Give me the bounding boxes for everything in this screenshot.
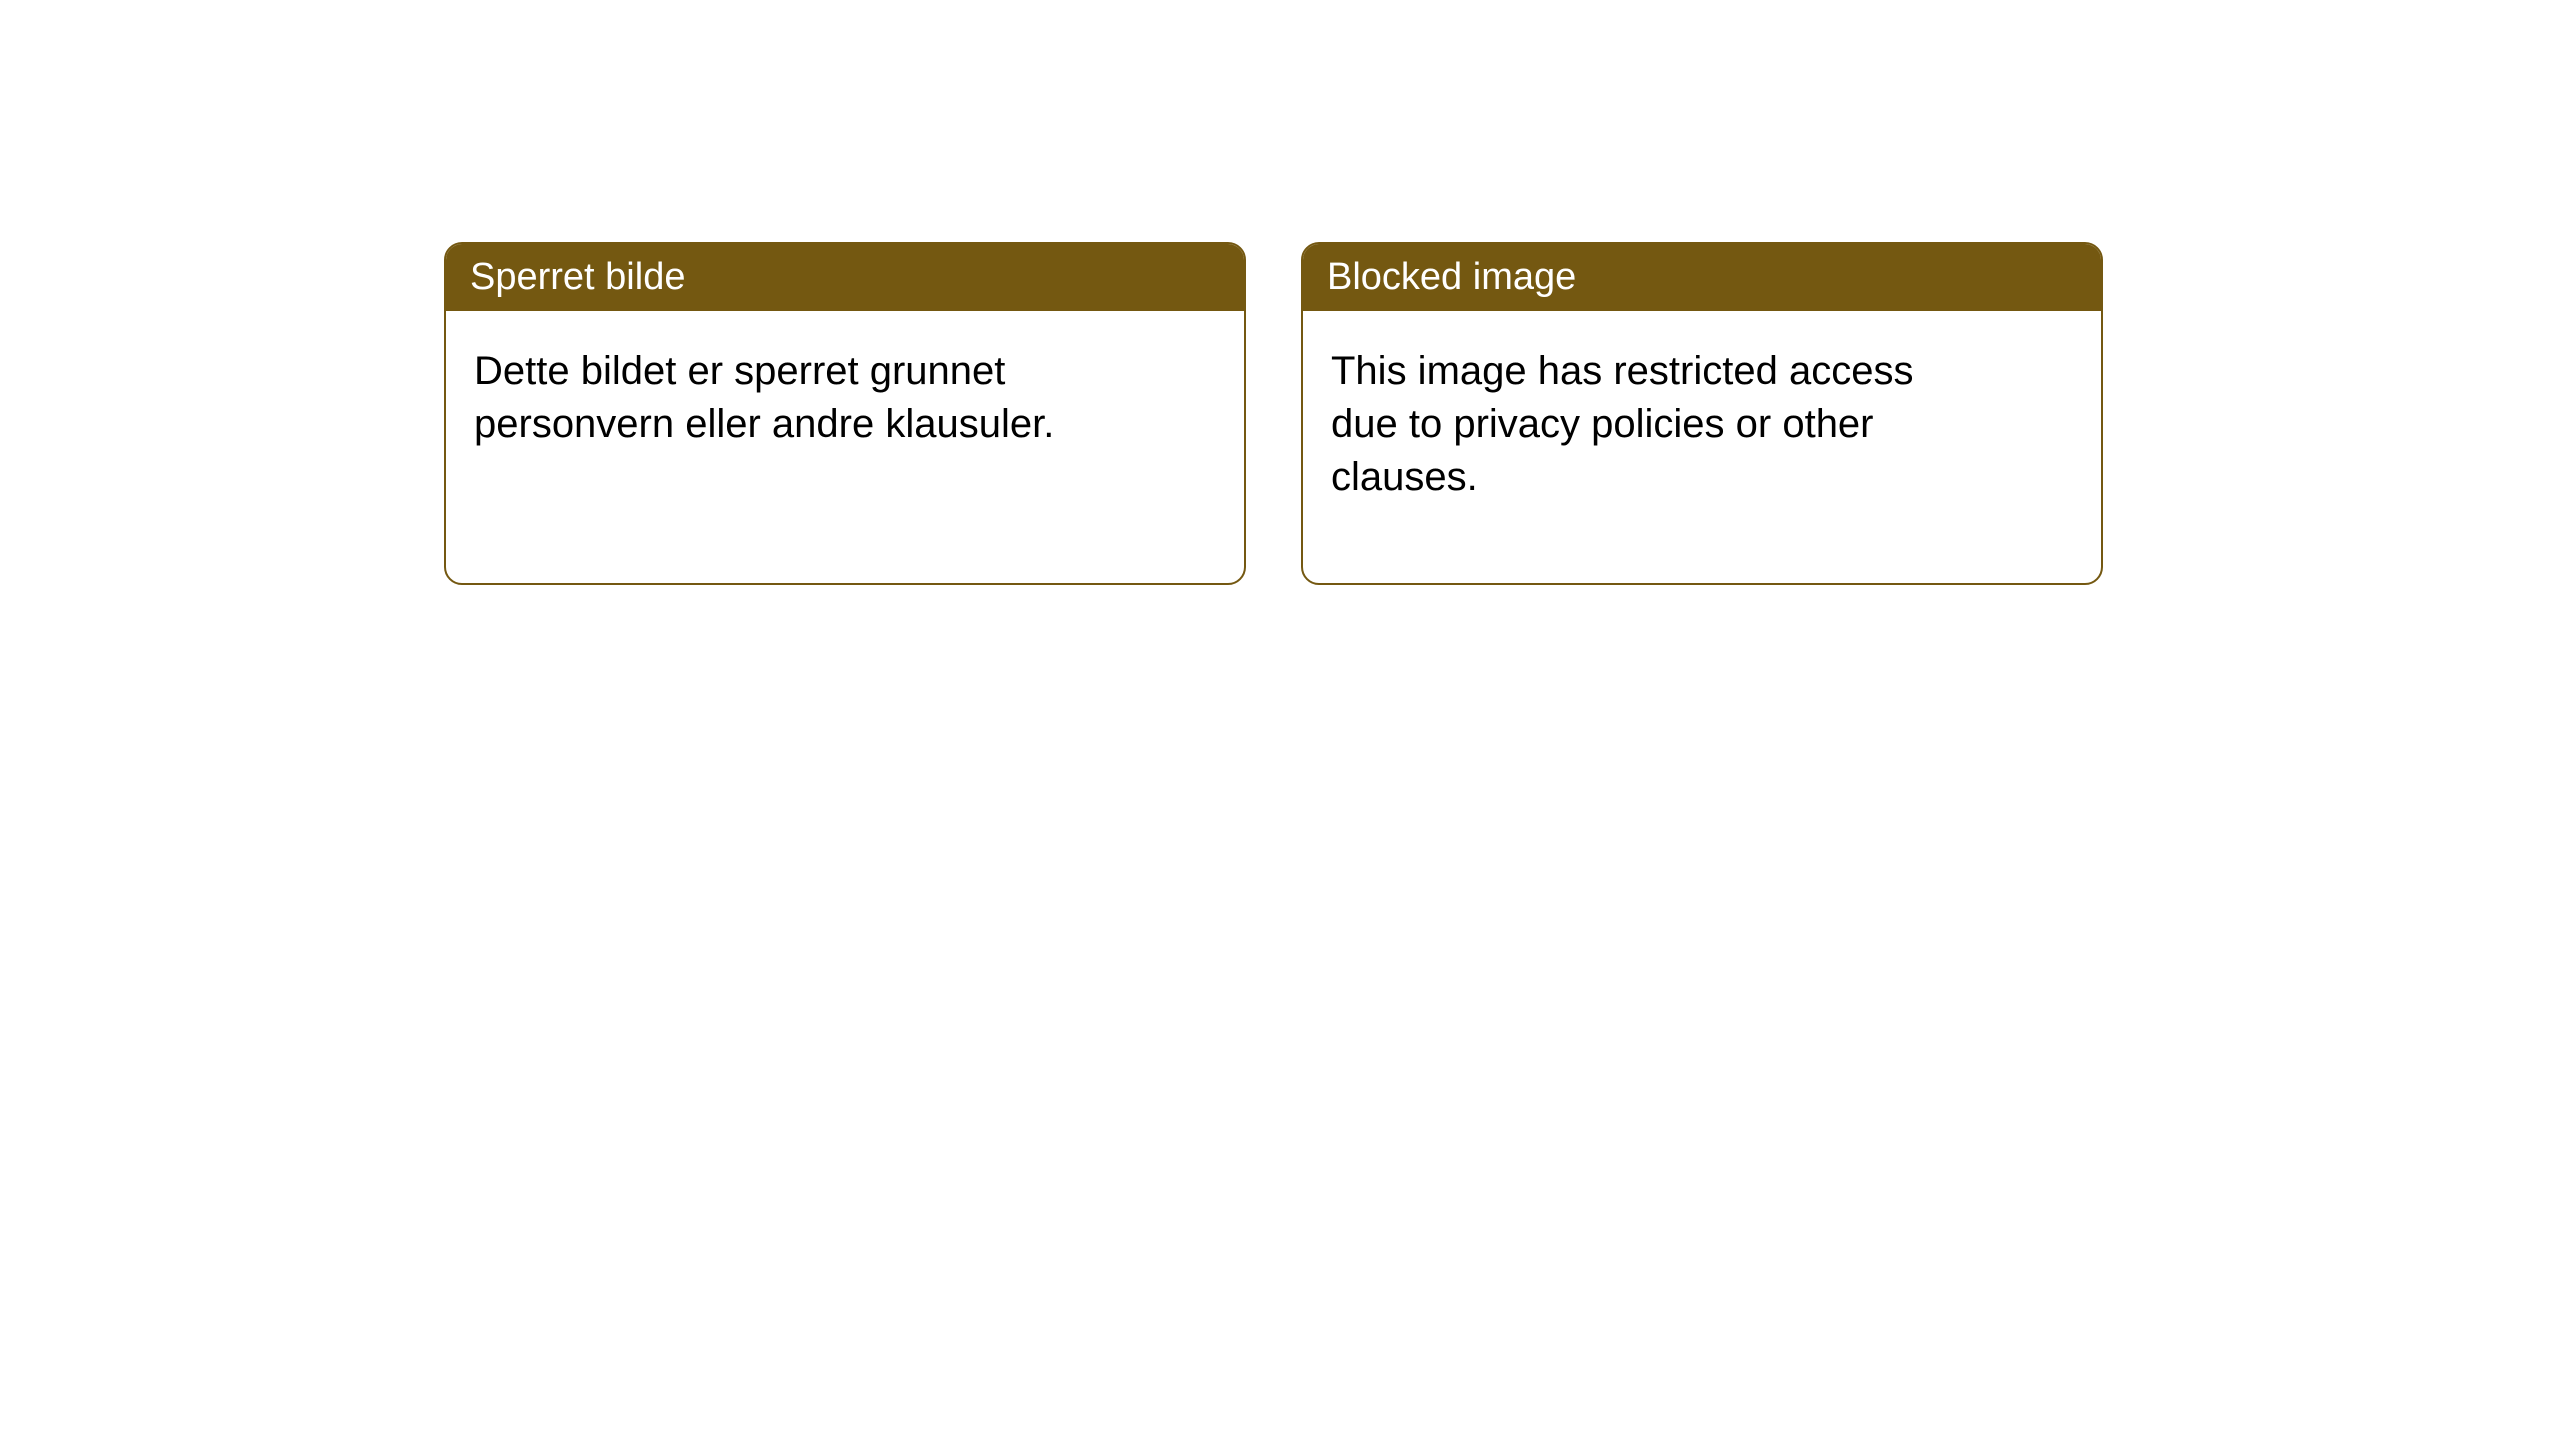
notice-title-en: Blocked image	[1303, 244, 2101, 311]
notice-body-no: Dette bildet er sperret grunnet personve…	[446, 311, 1244, 531]
notice-title-no: Sperret bilde	[446, 244, 1244, 311]
notice-panel-no: Sperret bilde Dette bildet er sperret gr…	[444, 242, 1246, 585]
notice-container: Sperret bilde Dette bildet er sperret gr…	[0, 0, 2560, 585]
notice-body-en: This image has restricted access due to …	[1303, 311, 1943, 583]
notice-panel-en: Blocked image This image has restricted …	[1301, 242, 2103, 585]
